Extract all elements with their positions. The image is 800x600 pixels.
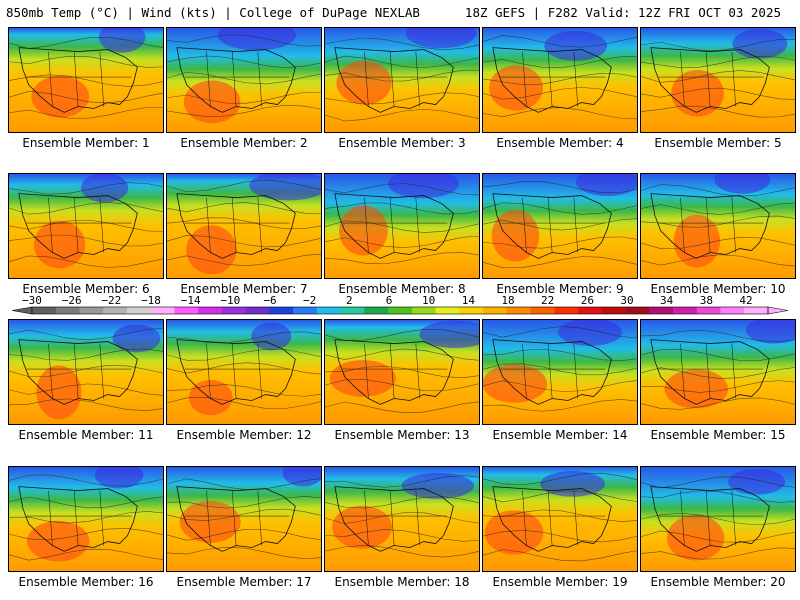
colorbar-tick-label: −2 <box>303 295 316 307</box>
colorbar-tick-label: −10 <box>220 295 240 307</box>
colorbar-tick-label: 34 <box>660 295 674 307</box>
colorbar-tick-label: −6 <box>263 295 276 307</box>
colorbar-segment <box>126 307 152 314</box>
ensemble-member-label: Ensemble Member: 4 <box>496 136 624 150</box>
ensemble-map-panel <box>640 466 796 572</box>
colorbar-segment <box>340 307 365 314</box>
ensemble-map-panel <box>640 27 796 133</box>
ensemble-map-panel <box>166 319 322 425</box>
ensemble-member-label: Ensemble Member: 16 <box>18 575 154 589</box>
colorbar-segment <box>720 307 745 314</box>
colorbar-tick-label: −22 <box>101 295 121 307</box>
colorbar-tick-label: 14 <box>462 295 476 307</box>
ensemble-map-panel <box>324 173 480 279</box>
colorbar-segment <box>530 307 555 314</box>
ensemble-map-panel <box>482 27 638 133</box>
colorbar-segment <box>483 307 508 314</box>
colorbar-tick-label: 38 <box>700 295 713 307</box>
ensemble-map-panel <box>324 466 480 572</box>
ensemble-map-panel <box>8 27 164 133</box>
ensemble-map-panel <box>8 319 164 425</box>
ensemble-map-panel <box>324 319 480 425</box>
colorbar-high-arrow <box>767 306 789 315</box>
ensemble-member-label: Ensemble Member: 3 <box>338 136 466 150</box>
colorbar-segment <box>673 307 698 314</box>
ensemble-member-label: Ensemble Member: 6 <box>22 282 150 296</box>
colorbar-tick-label: 2 <box>346 295 353 307</box>
colorbar-tick-label: −26 <box>62 295 82 307</box>
colorbar-tick-label: −14 <box>181 295 201 307</box>
ensemble-member-label: Ensemble Member: 13 <box>334 428 470 442</box>
colorbar-tick-label: −30 <box>22 295 42 307</box>
ensemble-member-label: Ensemble Member: 1 <box>22 136 150 150</box>
colorbar-segment <box>506 307 531 314</box>
colorbar-tick-label: 6 <box>386 295 393 307</box>
colorbar-tick-label: 10 <box>422 295 435 307</box>
model-valid-time: 18Z GEFS | F282 Valid: 12Z FRI OCT 03 20… <box>464 5 781 20</box>
colorbar-segment <box>554 307 579 314</box>
ensemble-member-label: Ensemble Member: 17 <box>176 575 312 589</box>
colorbar-segment <box>150 307 175 314</box>
colorbar-low-arrow <box>11 306 33 315</box>
colorbar-segment <box>198 307 223 314</box>
temperature-colorbar: −30 −26 −22 −18 −14 −10 −6 −2 2 6 10 14 18 22 26 30 34 38… <box>11 295 789 315</box>
ensemble-member-label: Ensemble Member: 8 <box>338 282 466 296</box>
colorbar-segment <box>79 307 104 314</box>
colorbar-segment <box>696 307 721 314</box>
ensemble-map-panel <box>482 466 638 572</box>
ensemble-map-panel <box>166 466 322 572</box>
ensemble-member-label: Ensemble Member: 2 <box>180 136 308 150</box>
colorbar-segment <box>269 307 294 314</box>
colorbar-segment <box>293 307 318 314</box>
ensemble-map-panel <box>166 27 322 133</box>
ensemble-map-panel <box>640 319 796 425</box>
colorbar-segment <box>316 307 341 314</box>
ensemble-map-panel <box>640 173 796 279</box>
ensemble-member-label: Ensemble Member: 11 <box>18 428 154 442</box>
ensemble-map-panel <box>8 466 164 572</box>
colorbar-tick-label: 30 <box>620 295 633 307</box>
colorbar-segment <box>221 307 246 314</box>
colorbar-segment <box>625 307 650 314</box>
colorbar-segment <box>744 307 769 314</box>
ensemble-member-label: Ensemble Member: 15 <box>650 428 786 442</box>
ensemble-map-panel <box>324 27 480 133</box>
colorbar-segment <box>55 307 80 314</box>
colorbar-segment <box>578 307 603 314</box>
ensemble-map-panel <box>482 319 638 425</box>
colorbar-segment <box>174 307 199 314</box>
ensemble-member-label: Ensemble Member: 10 <box>650 282 786 296</box>
colorbar-segment <box>364 307 389 314</box>
ensemble-member-label: Ensemble Member: 9 <box>496 282 624 296</box>
ensemble-member-label: Ensemble Member: 7 <box>180 282 308 296</box>
colorbar-segment <box>103 307 128 314</box>
ensemble-member-label: Ensemble Member: 14 <box>492 428 628 442</box>
colorbar-tick-label: 22 <box>541 295 554 307</box>
colorbar-segment <box>411 307 436 314</box>
colorbar-tick-label: 42 <box>739 295 752 307</box>
colorbar-segment <box>245 307 270 314</box>
ensemble-map-panel <box>166 173 322 279</box>
colorbar-tick-label: 18 <box>501 295 514 307</box>
chart-title: 850mb Temp (°C) | Wind (kts) | College o… <box>6 5 420 20</box>
ensemble-member-label: Ensemble Member: 5 <box>654 136 782 150</box>
ensemble-member-label: Ensemble Member: 20 <box>650 575 786 589</box>
ensemble-member-label: Ensemble Member: 12 <box>176 428 312 442</box>
ensemble-map-panel <box>482 173 638 279</box>
ensemble-member-label: Ensemble Member: 19 <box>492 575 628 589</box>
colorbar-tick-label: 26 <box>581 295 594 307</box>
colorbar-tick-label: −18 <box>141 295 161 307</box>
colorbar-segment <box>388 307 413 314</box>
colorbar-segment <box>649 307 674 314</box>
colorbar-segment <box>601 307 626 314</box>
ensemble-member-label: Ensemble Member: 18 <box>334 575 470 589</box>
colorbar-segment <box>435 307 460 314</box>
ensemble-map-panel <box>8 173 164 279</box>
colorbar-segment <box>32 307 57 314</box>
colorbar-segment <box>459 307 484 314</box>
